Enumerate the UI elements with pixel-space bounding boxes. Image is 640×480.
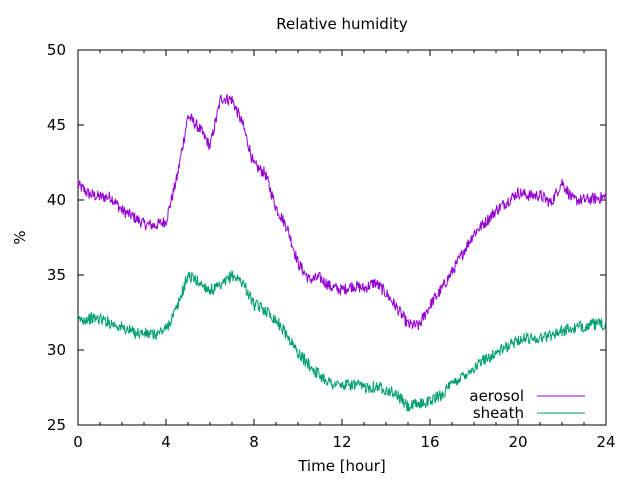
chart-title: Relative humidity: [276, 15, 408, 33]
legend-label-sheath: sheath: [473, 404, 524, 422]
y-tick-label: 50: [47, 41, 66, 59]
x-tick-label: 12: [332, 433, 351, 451]
series-line-aerosol: [77, 93, 607, 331]
series-line-sheath: [77, 270, 607, 412]
legend-label-aerosol: aerosol: [469, 387, 524, 405]
y-tick-label: 25: [47, 416, 66, 434]
y-tick-label: 40: [47, 191, 66, 209]
x-tick-label: 16: [420, 433, 439, 451]
x-tick-label: 8: [249, 433, 259, 451]
x-tick-label: 24: [596, 433, 615, 451]
y-tick-label: 45: [47, 116, 66, 134]
y-tick-label: 30: [47, 341, 66, 359]
x-tick-label: 20: [508, 433, 527, 451]
y-tick-label: 35: [47, 266, 66, 284]
x-axis-label: Time [hour]: [297, 457, 386, 475]
axis-ticks: 0 4 8 12 16 20 24 25 30 35 40 45 50: [47, 41, 616, 451]
y-axis-label: %: [11, 230, 29, 244]
x-tick-label: 0: [73, 433, 83, 451]
x-tick-label: 4: [161, 433, 171, 451]
data-series: [77, 93, 607, 412]
plot-frame: [77, 49, 607, 426]
plot-axes: [77, 49, 607, 426]
